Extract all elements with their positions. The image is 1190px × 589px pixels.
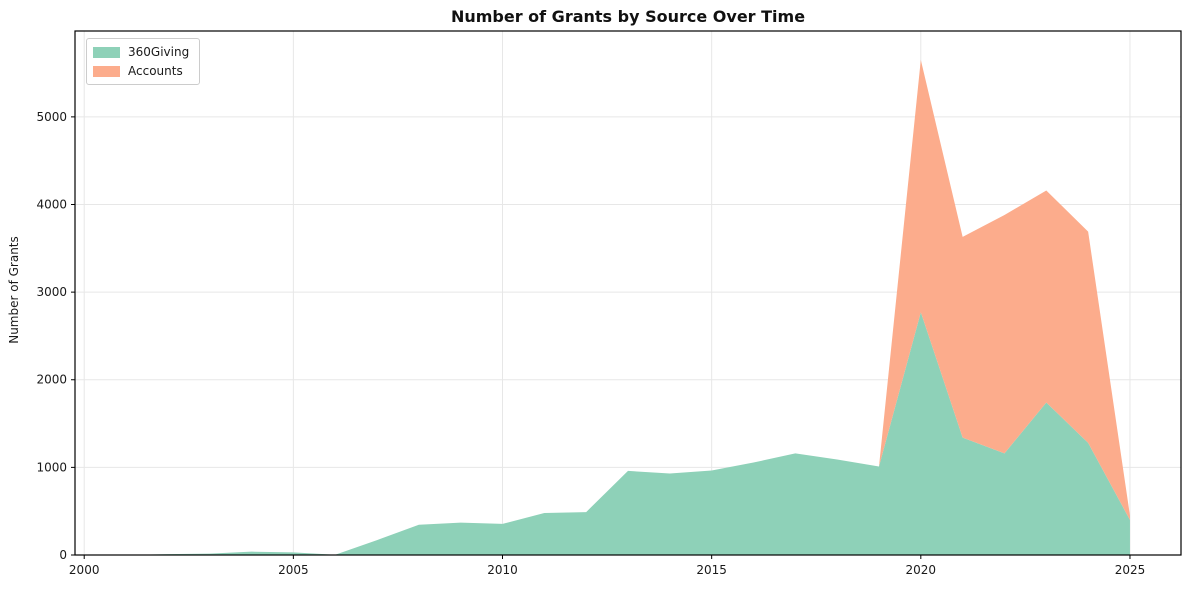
y-tick-label: 1000	[36, 460, 67, 474]
y-tick-label: 2000	[36, 373, 67, 387]
x-tick-label: 2015	[696, 563, 727, 577]
y-tick-label: 5000	[36, 110, 67, 124]
x-tick-label: 2000	[69, 563, 100, 577]
legend-item-accounts: Accounts	[93, 64, 189, 78]
legend-swatch-accounts	[93, 65, 120, 77]
x-tick-label: 2020	[906, 563, 937, 577]
legend-item-360giving: 360Giving	[93, 45, 189, 59]
y-tick-label: 4000	[36, 197, 67, 211]
plot-border	[74, 30, 1182, 556]
area-360giving	[84, 312, 1130, 555]
legend-swatch-360giving	[93, 46, 120, 58]
legend-label-360giving: 360Giving	[128, 45, 190, 59]
y-tick-label: 0	[59, 548, 67, 562]
x-tick-label: 2025	[1115, 563, 1146, 577]
chart-title: Number of Grants by Source Over Time	[450, 7, 806, 26]
x-tick-label: 2010	[487, 563, 518, 577]
legend: 360Giving Accounts	[86, 38, 201, 85]
x-tick-label: 2005	[278, 563, 309, 577]
legend-label-accounts: Accounts	[128, 64, 183, 78]
y-tick-label: 3000	[36, 285, 67, 299]
area-accounts	[84, 59, 1130, 556]
